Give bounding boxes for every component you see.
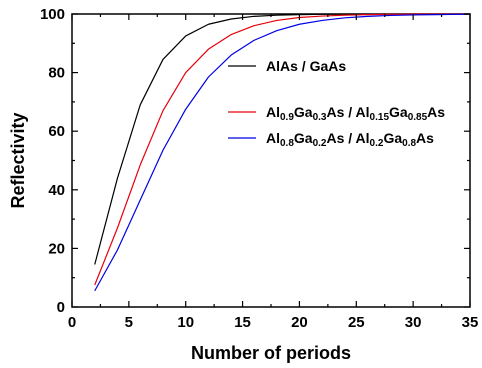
x-tick-label: 0 [68,314,76,331]
y-axis: 0 20 40 60 80 100 [40,6,470,316]
y-tick-label: 40 [48,182,65,199]
x-tick-label: 30 [405,314,422,331]
legend-label: AlAs / GaAs [266,58,346,74]
x-tick-label: 10 [177,314,194,331]
x-tick-label: 15 [234,314,251,331]
x-tick-label: 25 [348,314,365,331]
y-tick-label: 100 [40,6,65,23]
series-line-3 [94,13,471,292]
x-tick-label: 35 [462,314,479,331]
y-tick-label: 60 [48,123,65,140]
y-tick-label: 20 [48,240,65,257]
x-tick-label: 20 [291,314,308,331]
x-tick-label: 5 [125,314,133,331]
legend-label: Al0.9Ga0.3As / Al0.15Ga0.85As [266,104,445,123]
y-tick-label: 0 [57,299,65,316]
series-line-2 [94,13,471,286]
series-lines [94,13,471,292]
x-axis: 0 5 10 15 20 25 30 35 [68,14,479,331]
legend: AlAs / GaAs Al0.9Ga0.3As / Al0.15Ga0.85As… [228,58,445,149]
legend-label: Al0.8Ga0.2As / Al0.2Ga0.8As [266,130,434,149]
y-tick-label: 80 [48,65,65,82]
y-axis-label: Reflectivity [8,112,28,208]
x-axis-label: Number of periods [191,343,351,363]
